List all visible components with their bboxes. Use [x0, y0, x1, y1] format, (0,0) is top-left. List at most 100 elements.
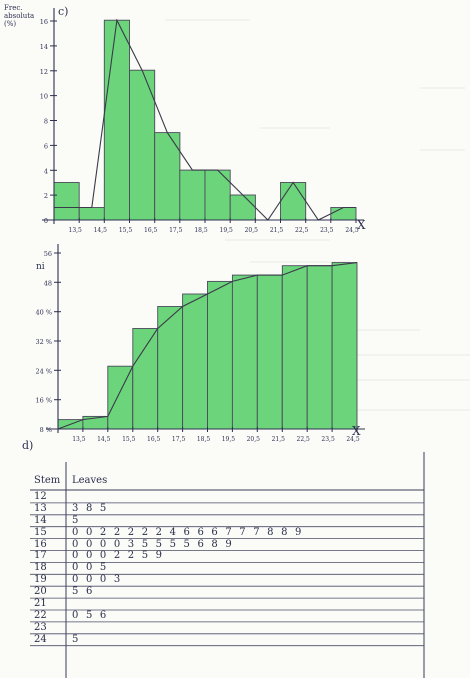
leaves-value: 5	[72, 633, 81, 645]
leaves-value: 0 0 5	[72, 562, 109, 574]
histogram-bar	[231, 274, 258, 430]
x-tick-label: 23,5	[321, 436, 335, 443]
y-axis-ticks: 0 2 4 6 8 10 12 14 16	[40, 18, 57, 225]
histogram-bar	[330, 207, 357, 221]
histogram-bar	[179, 169, 206, 221]
x-tick-label: 21,5	[270, 227, 284, 234]
histogram-bar	[331, 262, 358, 430]
stem-value: 21	[34, 598, 47, 610]
y-tick-label: 32 %	[35, 338, 52, 346]
stem-leaf-row: 18 0 0 5	[30, 562, 426, 574]
histogram-bar	[207, 280, 233, 430]
chart-axes	[42, 8, 364, 224]
histogram-bar	[132, 328, 159, 430]
histogram-bar	[306, 265, 333, 430]
x-axis-ticks: 13,5 14,5 15,5 16,5 17,5 18,5 19,5 20,5 21,5 22,5…	[69, 218, 359, 234]
x-tick-label: 19,5	[222, 436, 236, 443]
y-axis-title-line: Frec.	[4, 4, 23, 12]
stem-leaf-row: 14 5	[30, 515, 426, 527]
stem-value: 18	[34, 562, 47, 574]
x-axis-letter: X	[352, 424, 361, 438]
x-tick-label: 24,5	[346, 436, 360, 443]
stem-value: 24	[34, 633, 47, 645]
x-tick-label: 21,5	[272, 436, 286, 443]
leaves-value: 5 6	[72, 586, 95, 598]
histogram-bar	[182, 293, 208, 430]
histogram-bars	[53, 19, 357, 221]
y-axis-title: Frec. absoluta (%)	[4, 4, 34, 28]
stem-leaf-row: 17 0 0 0 2 2 5 9	[30, 550, 426, 562]
frequency-polygon-line	[54, 18, 356, 221]
frequency-polygon-layer	[54, 18, 356, 221]
stem-value: 13	[34, 502, 47, 514]
x-tick-label: 24,5	[345, 227, 359, 234]
x-tick-label: 17,5	[172, 436, 186, 443]
x-tick-label: 17,5	[169, 227, 183, 234]
y-tick-label: 14	[40, 43, 48, 51]
y-axis-title-line: (%)	[4, 20, 17, 28]
stem-leaf-row: 20 5 6	[30, 586, 426, 598]
part-c-label: c)	[58, 5, 69, 18]
x-tick-label: 14,5	[97, 436, 111, 443]
histogram-bar	[256, 274, 283, 430]
histogram-bar	[107, 365, 134, 430]
histogram-bar	[53, 182, 80, 221]
leaves-value: 0 0 2 2 2 2 2 4 6 6 6 7 7 7 8 8 9	[72, 526, 304, 538]
x-tick-label: 18,5	[197, 436, 211, 443]
stem-value: 23	[34, 621, 47, 633]
ogive-layer	[57, 262, 358, 430]
y-tick-label: 48	[44, 279, 52, 287]
stem-leaf-row: 12	[30, 491, 426, 503]
cumulative-y-axis-title: ni	[36, 262, 45, 272]
leaves-value: 0 0 0 2 2 5 9	[72, 550, 165, 562]
stem-leaf-row: 13 3 8 5	[30, 503, 426, 515]
histogram-bar	[281, 265, 308, 430]
y-tick-label: 16	[40, 18, 48, 26]
leaves-value: 0 0 0 3	[72, 574, 123, 586]
y-tick-label: 8	[44, 118, 48, 126]
y-axis-ticks: 8 % 16 % 24 % 32 % 40 % 48 56	[35, 250, 61, 434]
y-tick-label: 12	[40, 68, 48, 76]
histogram-bar	[78, 207, 105, 221]
stem-value: 15	[34, 526, 47, 538]
stem-header: Stem	[34, 475, 61, 486]
cumulative-histogram-chart: 8 % 16 % 24 % 32 % 40 % 48 56 13,5 14,5 15,5 16,5…	[35, 244, 365, 443]
leaves-value: 3 8 5	[72, 502, 109, 514]
x-tick-label: 14,5	[94, 227, 108, 234]
chart-axes	[46, 244, 365, 433]
y-tick-label: 40 %	[35, 309, 52, 317]
leaves-value: 0 5 6	[72, 609, 109, 621]
x-tick-label: 13,5	[69, 227, 83, 234]
stem-leaf-row: 24 5	[30, 634, 426, 646]
y-axis-title-line: absoluta	[4, 12, 35, 20]
y-tick-label: 56	[44, 250, 52, 258]
frequency-histogram-chart: 0 2 4 6 8 10 12 14 16 13,5 14,5 15,5 16,5 17,5 18,5 19…	[40, 8, 364, 234]
x-tick-label: 16,5	[147, 436, 161, 443]
stem-leaf-rows: 12 13 3 8 5 14 5 15 0 0 2 2 2 2 2 4 6 6 6 7 7 …	[30, 491, 426, 646]
leaves-value: 0 0 0 0 3 5 5 5 5 6 8 9	[72, 538, 234, 550]
y-tick-label: 16 %	[35, 397, 52, 405]
histogram-bar	[204, 169, 231, 221]
leaves-value: 5	[72, 514, 81, 526]
y-tick-label: 2	[44, 192, 48, 200]
x-tick-label: 22,5	[295, 227, 309, 234]
y-tick-label: 6	[44, 142, 48, 150]
stem-leaf-row: 22 0 5 6	[30, 610, 426, 622]
stem-leaf-row: 15 0 0 2 2 2 2 2 4 6 6 6 7 7 7 8 8 9	[30, 527, 426, 539]
histogram-bar	[229, 194, 256, 221]
x-tick-label: 15,5	[119, 227, 133, 234]
leaves-header: Leaves	[72, 475, 108, 486]
y-tick-label: 24 %	[35, 367, 52, 375]
stem-value: 16	[34, 538, 47, 550]
x-tick-label: 15,5	[122, 436, 136, 443]
histogram-bar	[129, 69, 156, 221]
y-tick-label: 4	[44, 167, 48, 175]
stem-leaf-row: 23	[30, 622, 426, 634]
stem-value: 20	[34, 586, 47, 598]
stem-leaf-grid	[30, 452, 425, 678]
stem-leaf-header: Stem Leaves	[30, 471, 426, 491]
stem-value: 12	[34, 491, 47, 502]
x-tick-label: 18,5	[194, 227, 208, 234]
y-tick-label: 10	[40, 93, 48, 101]
